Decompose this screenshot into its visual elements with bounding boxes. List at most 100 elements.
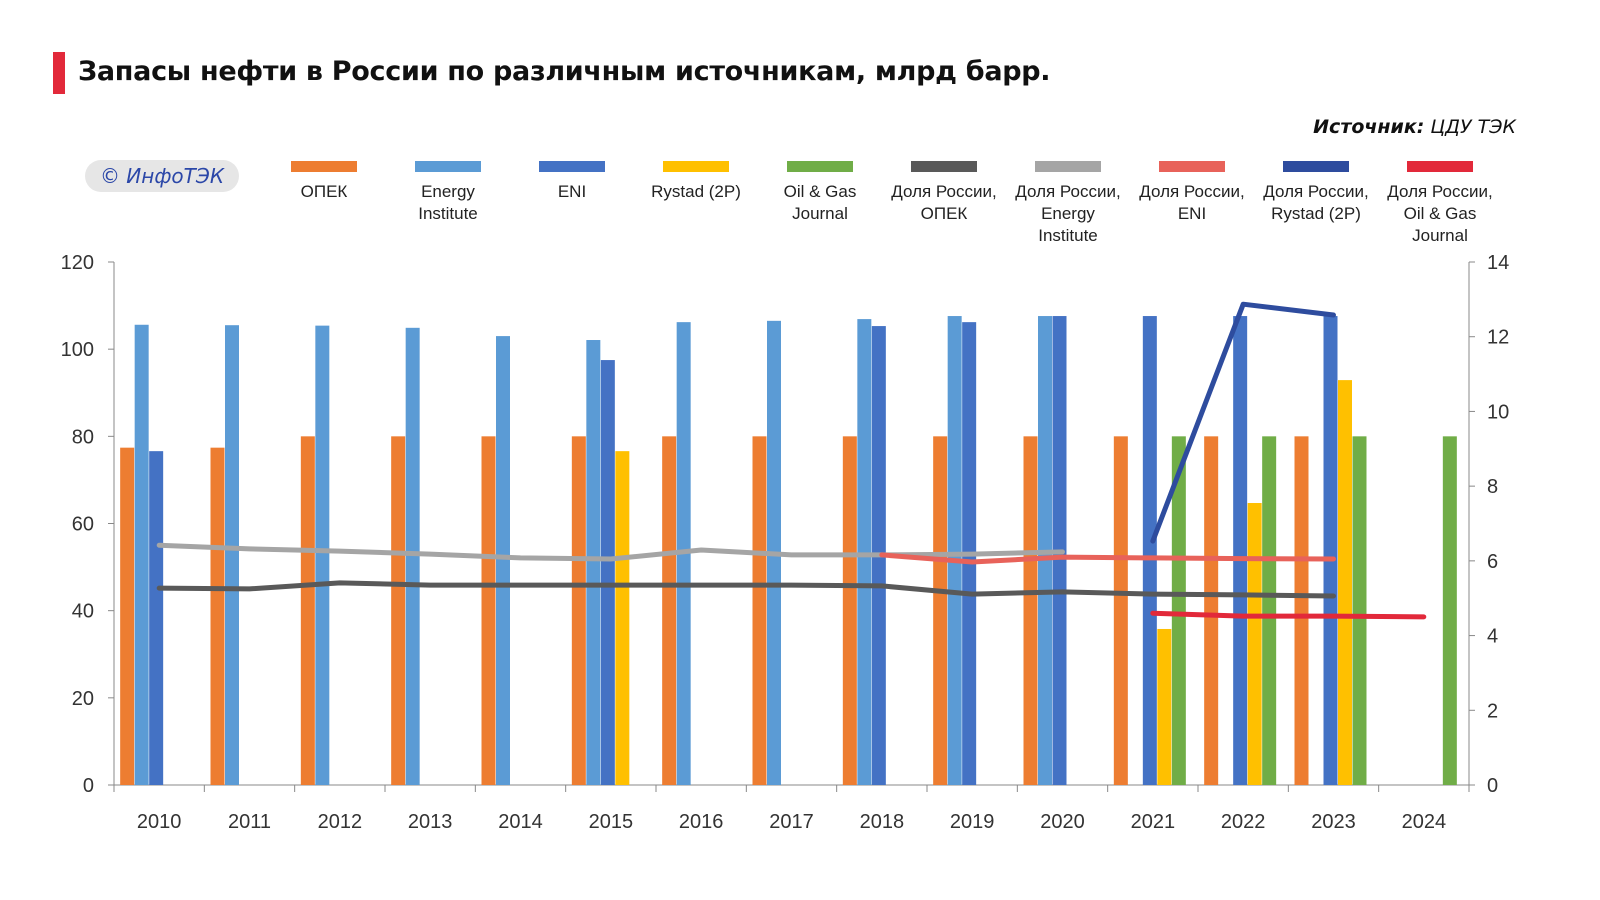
x-tick-label: 2021 [1131,811,1176,833]
x-tick-label: 2016 [679,811,724,833]
left-tick-label: 60 [72,514,94,536]
right-tick-label: 4 [1487,626,1498,648]
line-series-1 [156,580,1336,599]
legend-label-10: Journal [1412,226,1468,245]
legend-label-1: ОПЕК [301,182,348,201]
legend-label-2: Institute [418,204,478,223]
x-tick-label: 2023 [1311,811,1356,833]
line-series-5 [1150,610,1427,620]
legend-label-10: Oil & Gas [1404,204,1477,223]
x-tick-label: 2022 [1221,811,1266,833]
bar-- [571,436,586,785]
legend-swatch-8 [1159,161,1225,172]
bar-energy-institute [586,340,601,785]
bar-energy-institute [857,319,872,785]
x-tick-label: 2020 [1040,811,1085,833]
right-tick-label: 6 [1487,551,1498,573]
bar-eni [1233,316,1248,785]
bar-rystad-2p- [1338,380,1352,785]
bar-- [210,447,225,785]
x-tick-label: 2018 [860,811,905,833]
infotek-logo: © ИнфоТЭК [85,160,239,192]
source-label: Источник: [1313,116,1425,138]
bar-energy-institute [947,316,962,785]
legend-swatch-4 [663,161,729,172]
legend-swatch-5 [787,161,853,172]
bar-eni [1323,316,1338,785]
legend-label-10: Доля России, [1387,182,1492,201]
chart-title: Запасы нефти в России по различным источ… [78,56,1051,87]
bar-- [933,436,948,785]
x-tick-label: 2024 [1402,811,1447,833]
bar-- [1204,436,1219,785]
source-note: Источник: ЦДУ ТЭК [1313,116,1516,138]
legend-label-5: Journal [792,204,848,223]
legend-label-6: Доля России, [891,182,996,201]
title-accent-bar [53,52,65,94]
bar-energy-institute [315,325,330,785]
legend-label-8: ENI [1178,204,1206,223]
bar-- [1023,436,1038,785]
x-tick-label: 2011 [228,811,271,833]
bar-rystad-2p- [615,451,630,785]
right-tick-label: 0 [1487,775,1498,797]
bar-oil-gas-journal [1352,436,1367,785]
right-tick-label: 12 [1487,327,1509,349]
x-tick-label: 2013 [408,811,453,833]
bar-- [1294,436,1309,785]
left-tick-label: 100 [61,339,94,361]
legend-label-3: ENI [558,182,586,201]
left-tick-label: 40 [72,601,94,623]
left-tick-label: 20 [72,688,94,710]
right-tick-label: 8 [1487,476,1498,498]
bar-energy-institute [225,325,239,785]
line-series-2 [156,542,1065,562]
bar-- [300,436,315,785]
x-tick-label: 2015 [589,811,634,833]
bar-oil-gas-journal [1442,436,1457,785]
bar-oil-gas-journal [1262,436,1277,785]
legend-swatch-1 [291,161,357,172]
legend-swatch-7 [1035,161,1101,172]
legend-label-6: ОПЕК [921,204,968,223]
bar-eni [600,360,615,785]
left-tick-label: 80 [72,426,94,448]
left-tick-label: 0 [83,775,94,797]
bar-oil-gas-journal [1171,436,1186,785]
legend-swatch-9 [1283,161,1349,172]
right-tick-label: 10 [1487,401,1509,423]
bar-energy-institute [134,324,149,785]
bar-- [481,436,496,785]
legend-label-9: Rystad (2P) [1271,204,1361,223]
bar-- [662,436,677,785]
source-value: ЦДУ ТЭК [1430,116,1516,138]
bar-- [752,436,767,785]
legend-swatch-10 [1407,161,1473,172]
bar-eni [149,451,164,785]
line-series-3 [879,552,1336,565]
bar-- [120,447,135,785]
legend-label-8: Доля России, [1139,182,1244,201]
legend-swatch-2 [415,161,481,172]
x-tick-label: 2017 [769,811,814,833]
legend-label-7: Institute [1038,226,1098,245]
bar-energy-institute [496,336,510,785]
bar-- [391,436,406,785]
x-tick-label: 2010 [137,811,182,833]
bar-eni [1142,316,1157,785]
legend-label-2: Energy [421,182,475,201]
x-tick-label: 2014 [498,811,543,833]
legend-label-7: Доля России, [1015,182,1120,201]
bar-energy-institute [405,327,420,785]
line-series-4 [1150,301,1336,544]
bar-rystad-2p- [1157,628,1172,785]
legend-label-4: Rystad (2P) [651,182,741,201]
right-tick-label: 2 [1487,700,1498,722]
legend-label-9: Доля России, [1263,182,1368,201]
legend-label-7: Energy [1041,204,1095,223]
x-tick-label: 2012 [318,811,363,833]
x-tick-label: 2019 [950,811,995,833]
legend-label-5: Oil & Gas [784,182,857,201]
bar-rystad-2p- [1247,503,1262,785]
